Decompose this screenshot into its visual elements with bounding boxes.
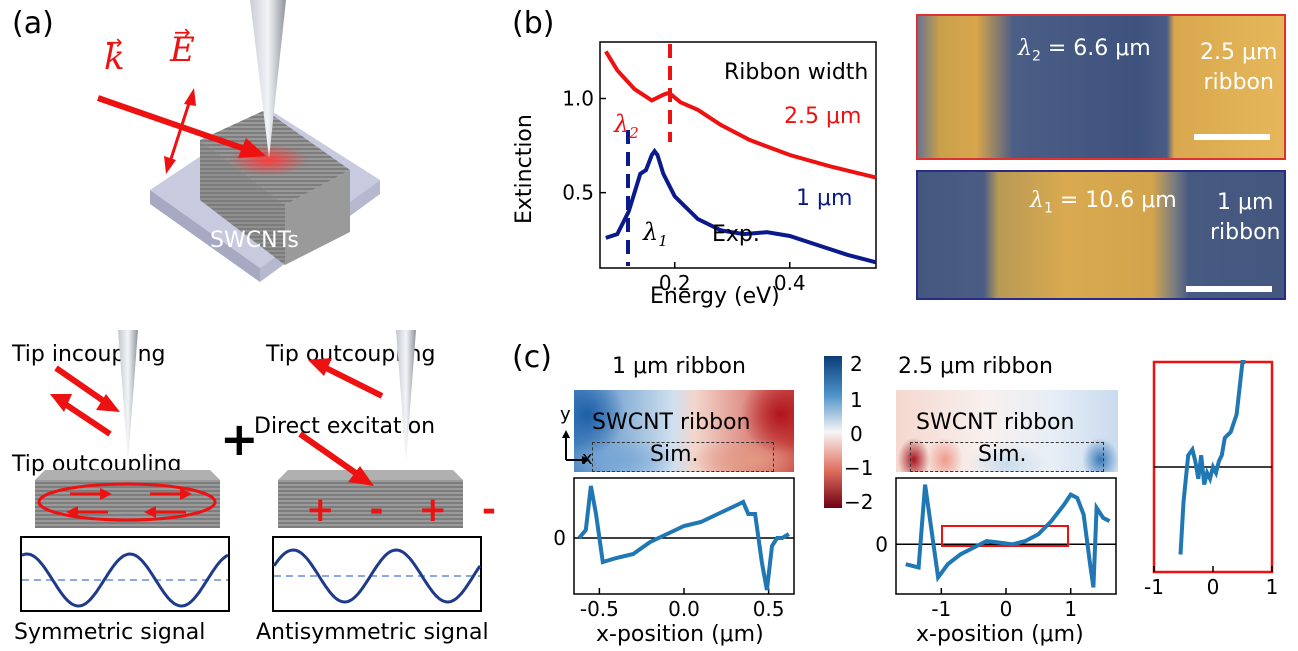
panel-b-label: (b) bbox=[512, 6, 555, 41]
symmetric-signal-box bbox=[20, 536, 230, 612]
axis-y-label: y bbox=[560, 404, 571, 425]
incoupling-arrow bbox=[54, 365, 110, 407]
ribbon-outline-left bbox=[592, 442, 774, 472]
panel-c-right-title: 2.5 μm ribbon bbox=[898, 354, 1053, 379]
snom-bottom-ribbon: 1 μm ribbon bbox=[1210, 190, 1281, 245]
sim-left-sim-text: Sim. bbox=[650, 442, 699, 467]
c1-xtick-label-1: 0.0 bbox=[668, 597, 700, 621]
c3-xtick-label-2: 1 bbox=[1266, 575, 1279, 599]
c2-xtick-label-0: -1 bbox=[931, 597, 951, 621]
c3-xtick-label-1: 0 bbox=[1207, 575, 1220, 599]
zoom-region bbox=[941, 525, 1069, 547]
chart-b-ylabel: Extinction bbox=[512, 114, 537, 224]
symmetric-wave bbox=[21, 552, 229, 608]
sim-map-left: SWCNT ribbon Sim. bbox=[574, 390, 794, 472]
k-vector-overarrow: → bbox=[106, 30, 123, 54]
scale-bar-bottom bbox=[1186, 286, 1272, 292]
chart-b-frame bbox=[599, 41, 877, 269]
c1-ytick-label-0: 0 bbox=[553, 526, 566, 550]
k-vector-label: k bbox=[104, 38, 125, 78]
colorbar-tick-2: 2 bbox=[850, 352, 863, 376]
profile-line-2-5um bbox=[905, 484, 1111, 588]
axis-arrows bbox=[562, 430, 590, 464]
series-1um bbox=[605, 147, 877, 265]
ribbon-outline-right bbox=[910, 442, 1104, 472]
scale-bar-top bbox=[1194, 134, 1270, 140]
panel-a-label: (a) bbox=[12, 6, 54, 41]
snom-top-ribbon: 2.5 μm ribbon bbox=[1200, 40, 1278, 95]
ribbon-right bbox=[278, 480, 463, 528]
b-xtick-label-0: 0.2 bbox=[659, 271, 691, 295]
exp-label: Exp. bbox=[712, 222, 760, 247]
profile-chart-2-5um: -1 0 1 0 bbox=[875, 477, 1117, 621]
plus-sign: + bbox=[220, 412, 259, 466]
series-2-5um bbox=[604, 50, 877, 180]
c2-xtick-label-1: 0 bbox=[1000, 597, 1013, 621]
b-xtick-label-1: 0.4 bbox=[774, 271, 806, 295]
e-vector-label: E bbox=[170, 30, 195, 70]
c3-xtick-label-0: -1 bbox=[1144, 575, 1164, 599]
colorbar-tick-m2: −2 bbox=[844, 490, 874, 514]
b-ytick-label-0: 0.5 bbox=[562, 181, 594, 205]
antisymmetric-wave bbox=[272, 548, 482, 604]
e-vector-overarrow: → bbox=[174, 20, 191, 44]
label-1um: 1 μm bbox=[796, 186, 853, 211]
outcoupling-arrow-left bbox=[60, 399, 112, 437]
colorbar bbox=[824, 356, 842, 508]
snom-bottom-lambda: λ1 = 10.6 μm bbox=[1030, 188, 1177, 217]
colorbar-tick-1: 1 bbox=[850, 388, 863, 412]
swcnt-label: SWCNTs bbox=[210, 228, 299, 253]
direct-excitation-arrow bbox=[298, 431, 362, 479]
plasmon-loop bbox=[37, 482, 217, 522]
lambda2-label: λ2 bbox=[614, 110, 639, 142]
substrate-front bbox=[150, 190, 260, 282]
label-2-5um: 2.5 μm bbox=[784, 104, 862, 129]
charge-3: + bbox=[418, 490, 447, 530]
sim-right-ribbon-text: SWCNT ribbon bbox=[916, 410, 1075, 435]
charge-4: - bbox=[481, 490, 496, 530]
charge-row: + - + - bbox=[306, 490, 496, 530]
sim-map-right: SWCNT ribbon Sim. bbox=[896, 390, 1118, 472]
c2-xtick-label-2: 1 bbox=[1064, 597, 1077, 621]
tip-incoupling-label: Tip incoupling bbox=[12, 342, 166, 367]
profile-line-1um bbox=[577, 485, 790, 591]
e-arrow bbox=[168, 99, 192, 163]
profile-chart-1um: -0.5 0.0 0.5 0 bbox=[553, 477, 795, 621]
c2-xlabel: x-position (μm) bbox=[916, 622, 1084, 647]
panel-a-illustration bbox=[97, 0, 380, 282]
swcnt-side bbox=[285, 170, 350, 265]
snom-top-lambda: λ2 = 6.6 μm bbox=[1018, 36, 1151, 65]
snom-image-top: λ2 = 6.6 μm 2.5 μm ribbon bbox=[916, 14, 1286, 160]
colorbar-tick-0: 0 bbox=[850, 422, 863, 446]
ribbon-width-title: Ribbon width bbox=[724, 60, 869, 85]
lambda1-label: λ1 bbox=[643, 218, 668, 250]
panel-c-left-title: 1 μm ribbon bbox=[612, 354, 746, 379]
charge-1: + bbox=[306, 490, 335, 530]
tip-left bbox=[118, 330, 138, 462]
symmetric-caption: Symmetric signal bbox=[14, 620, 206, 645]
chart-b-xlabel: Energy (eV) bbox=[650, 284, 780, 309]
extinction-chart: 0.2 0.4 0.5 1.0 bbox=[562, 41, 877, 295]
antisymmetric-signal-box bbox=[272, 536, 482, 612]
c1-xtick-label-2: 0.5 bbox=[753, 597, 785, 621]
antisymmetric-caption: Antisymmetric signal bbox=[256, 620, 489, 645]
charge-2: - bbox=[369, 490, 384, 530]
tip-right bbox=[396, 330, 416, 462]
c2-ytick-label-0: 0 bbox=[875, 532, 888, 556]
axis-x-label: x bbox=[582, 448, 593, 469]
panel-c-label: (c) bbox=[512, 340, 552, 375]
colorbar-tick-m1: −1 bbox=[844, 456, 874, 480]
b-ytick-label-1: 1.0 bbox=[562, 87, 594, 111]
panel-a-bottom-illustrations bbox=[35, 330, 463, 528]
outcoupling-arrow-right bbox=[320, 363, 384, 399]
snom-image-bottom: λ1 = 10.6 μm 1 μm ribbon bbox=[916, 170, 1286, 300]
sim-left-ribbon-text: SWCNT ribbon bbox=[592, 410, 751, 435]
afm-tip bbox=[250, 0, 286, 158]
c1-xtick-label-0: -0.5 bbox=[580, 597, 619, 621]
c1-xlabel: x-position (μm) bbox=[596, 622, 764, 647]
k-arrow bbox=[97, 95, 249, 153]
sim-right-sim-text: Sim. bbox=[978, 442, 1027, 467]
zoom-profile-line bbox=[1178, 360, 1246, 555]
